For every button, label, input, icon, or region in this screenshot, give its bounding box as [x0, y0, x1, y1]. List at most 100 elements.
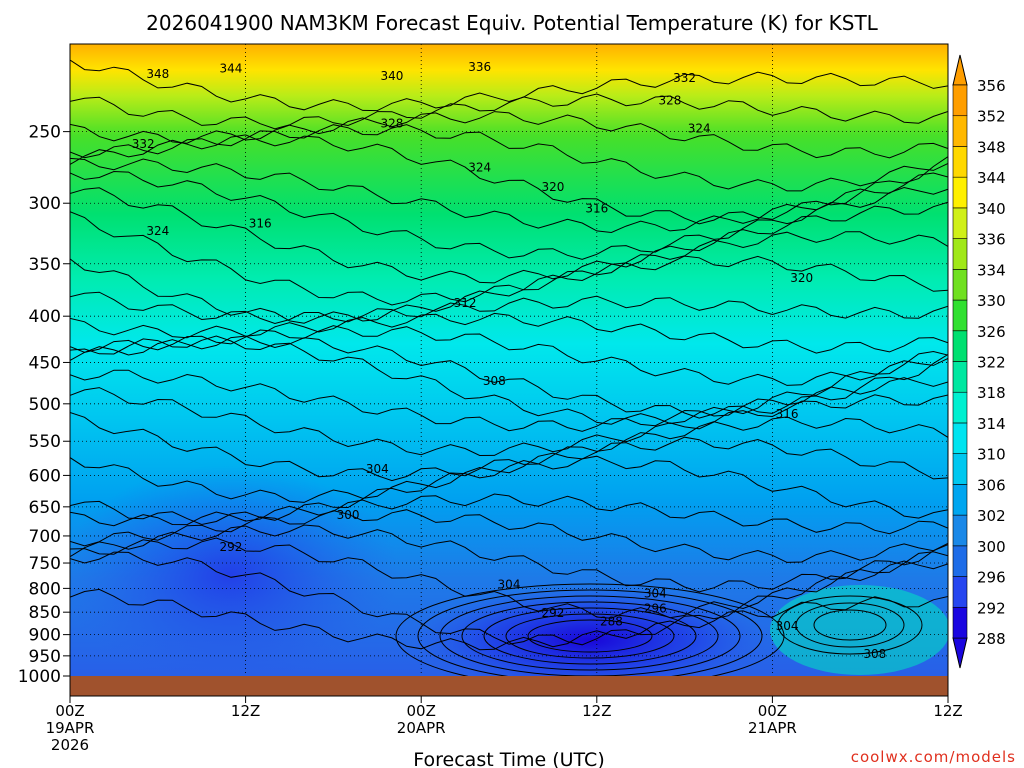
x-tick-label: 12Z [231, 702, 260, 720]
y-tick-label: 550 [29, 432, 61, 452]
colorbar-label: 292 [977, 599, 1006, 617]
colorbar-swatch [952, 576, 968, 608]
colorbar-swatch [952, 361, 968, 393]
contour-label: 296 [644, 601, 667, 615]
colorbar-swatch [952, 514, 968, 547]
x-tick-label: 20APR [397, 719, 446, 737]
terrain-ground [70, 676, 948, 696]
contour-line [505, 613, 675, 659]
contour-line [70, 170, 948, 260]
contour-line [795, 602, 905, 648]
contour-line [70, 436, 948, 503]
colorbar-label: 318 [977, 384, 1006, 402]
colorbar-swatch [952, 269, 968, 301]
colorbar-label: 352 [977, 108, 1006, 126]
colorbar-label: 326 [977, 323, 1006, 341]
y-tick-label: 500 [29, 395, 61, 415]
colorbar-label: 344 [977, 169, 1006, 187]
contour-line [70, 387, 948, 457]
contour-label: 320 [541, 180, 564, 194]
contour-label: 292 [541, 606, 564, 620]
contour-line [70, 335, 948, 419]
contour-label: 348 [146, 67, 169, 81]
y-tick-label: 750 [29, 554, 61, 574]
colorbar-label: 336 [977, 231, 1006, 249]
colorbar-swatch [952, 422, 968, 454]
x-tick-label: 00Z [758, 702, 787, 720]
colorbar-label: 296 [977, 569, 1006, 587]
contour-label: 304 [644, 586, 667, 600]
contour-line [483, 607, 697, 665]
contour-line [70, 524, 948, 593]
y-tick-label: 300 [29, 194, 61, 214]
contour-line [70, 211, 948, 306]
colorbar-swatch [952, 453, 968, 485]
contour-line [70, 93, 948, 130]
colorbar-label: 356 [977, 77, 1006, 95]
contour-label: 332 [673, 71, 696, 85]
colorbar-swatch [952, 207, 968, 239]
colorbar-label: 334 [977, 261, 1006, 279]
colorbar-min-arrow [952, 637, 968, 669]
x-tick-label: 00Z [55, 702, 84, 720]
contour-line [70, 455, 948, 526]
contour-line [70, 59, 948, 112]
colorbar-swatch [952, 330, 968, 362]
contour-label: 308 [863, 647, 886, 661]
contour-line [70, 551, 948, 646]
contour-label: 304 [498, 577, 521, 591]
colorbar-label: 340 [977, 200, 1006, 218]
contour-line [70, 291, 948, 325]
x-tick-label: 2026 [51, 736, 89, 754]
contour-label: 324 [688, 121, 711, 135]
contour-line [70, 335, 948, 425]
colorbar-swatch [952, 146, 968, 178]
contour-label: 300 [337, 508, 360, 522]
y-tick-label: 800 [29, 579, 61, 599]
credit-text: coolwx.com/models [851, 748, 1016, 766]
y-tick-label: 850 [29, 603, 61, 623]
contour-label: 324 [146, 224, 169, 238]
contour-line [70, 509, 948, 563]
contour-label: 340 [380, 69, 403, 83]
contour-label: 320 [790, 271, 813, 285]
contour-label: 292 [220, 540, 243, 554]
colorbar-swatch [952, 606, 968, 639]
y-tick-label: 600 [29, 466, 61, 486]
contour-label: 308 [483, 374, 506, 388]
y-tick-label: 1000 [18, 667, 61, 687]
contour-label: 328 [659, 94, 682, 108]
x-axis-label: Forecast Time (UTC) [413, 749, 604, 768]
y-tick-label: 950 [29, 647, 61, 667]
contour-label: 304 [366, 462, 389, 476]
chart-title: 2026041900 NAM3KM Forecast Equiv. Potent… [146, 11, 878, 35]
colorbar-label: 330 [977, 292, 1006, 310]
colorbar-swatch [952, 115, 968, 147]
contour-label: 344 [220, 62, 243, 76]
colorbar-swatch [952, 299, 968, 332]
x-tick-label: 00Z [407, 702, 436, 720]
colorbar-label: 306 [977, 476, 1006, 494]
contour-label: 328 [380, 117, 403, 131]
x-tick-label: 12Z [933, 702, 962, 720]
contour-line [70, 157, 948, 234]
contour-label: 316 [585, 201, 608, 215]
y-tick-label: 650 [29, 498, 61, 518]
contour-label: 336 [468, 60, 491, 74]
colorbar-swatch [952, 176, 968, 209]
cold-pool-east [410, 585, 770, 695]
y-tick-label: 400 [29, 307, 61, 327]
contour-label: 324 [468, 161, 491, 175]
y-tick-label: 250 [29, 123, 61, 143]
contour-line [527, 619, 653, 653]
colorbar-label: 310 [977, 446, 1006, 464]
y-tick-label: 700 [29, 527, 61, 547]
contour-line [70, 493, 948, 535]
colorbar-label: 348 [977, 138, 1006, 156]
contour-label: 316 [249, 217, 272, 231]
contour-line [70, 325, 948, 386]
contour-line [70, 412, 948, 482]
contour-line [70, 111, 948, 159]
colorbar-swatch [952, 391, 968, 424]
